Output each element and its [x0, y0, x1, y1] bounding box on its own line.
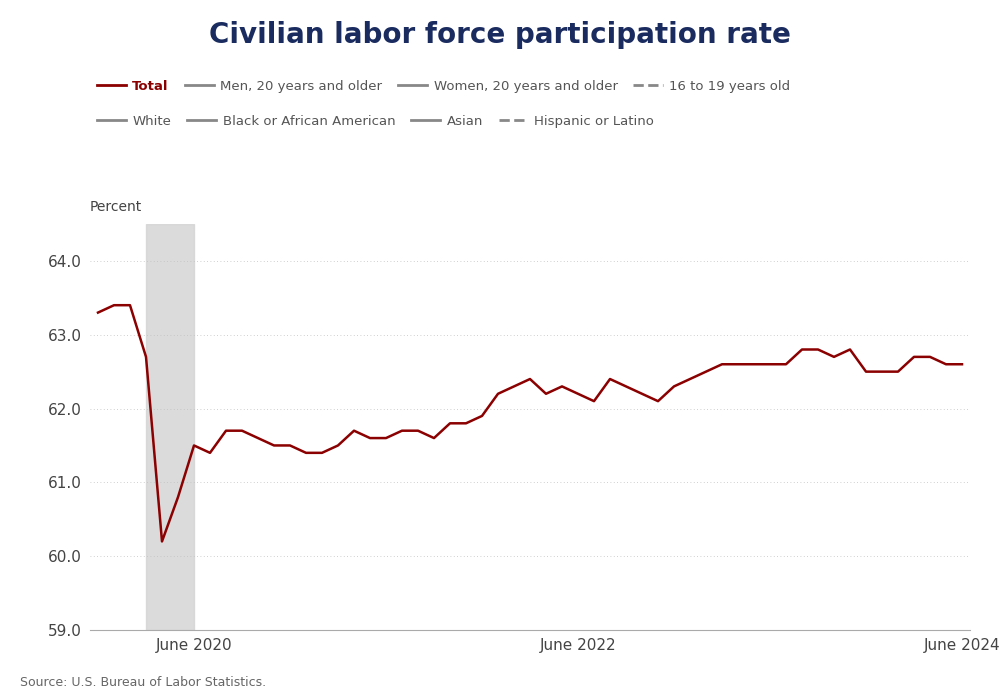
Text: Civilian labor force participation rate: Civilian labor force participation rate — [209, 21, 791, 49]
Text: Source: U.S. Bureau of Labor Statistics.: Source: U.S. Bureau of Labor Statistics. — [20, 676, 266, 690]
Bar — [146, 224, 194, 630]
Legend: Total, Men, 20 years and older, Women, 20 years and older, 16 to 19 years old: Total, Men, 20 years and older, Women, 2… — [97, 80, 790, 93]
Text: Percent: Percent — [90, 199, 142, 213]
Legend: White, Black or African American, Asian, Hispanic or Latino: White, Black or African American, Asian,… — [97, 115, 654, 128]
